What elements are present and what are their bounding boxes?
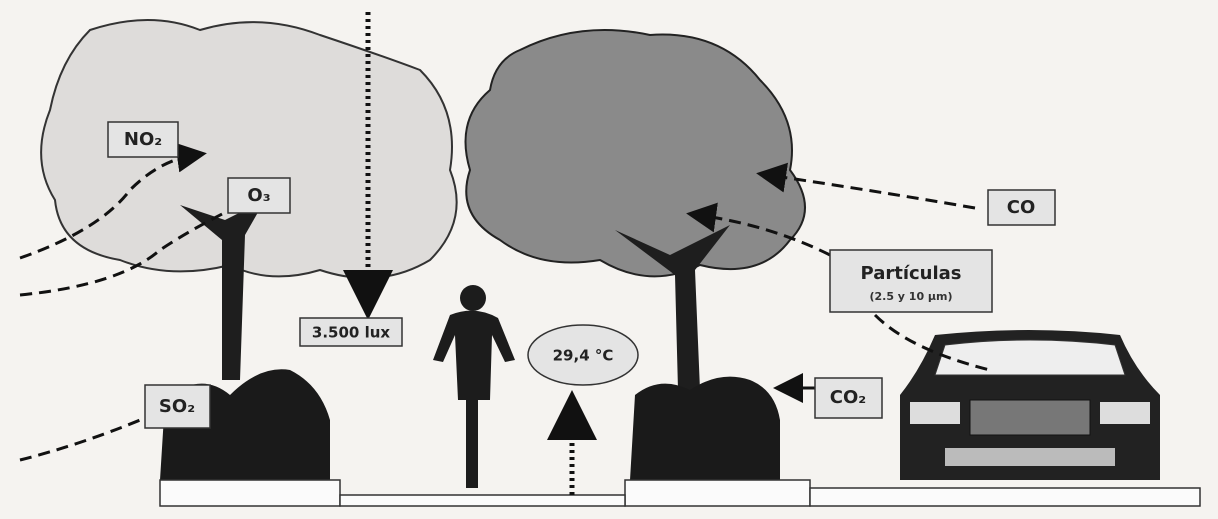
label: CO [1007, 197, 1036, 218]
label-box [107, 121, 179, 158]
tree-crown [40, 19, 458, 279]
label-box [527, 324, 639, 386]
label: Partículas [860, 263, 961, 284]
cyclist [433, 285, 515, 488]
label: SO₂ [159, 396, 195, 417]
tree-crown [464, 29, 806, 278]
tree-trunk [615, 225, 730, 390]
label: NO₂ [124, 129, 162, 150]
sublabel: (2.5 y 10 µm) [869, 290, 952, 303]
arrow [756, 162, 976, 210]
arrow [19, 142, 207, 260]
arrow [686, 202, 831, 257]
arrow [873, 313, 991, 372]
ground [159, 479, 1201, 507]
label: O₃ [247, 185, 270, 206]
arrow [19, 416, 146, 462]
label-box [829, 249, 993, 313]
label-box [299, 317, 403, 347]
label-box [227, 177, 291, 214]
car [900, 330, 1160, 480]
label: CO₂ [830, 387, 866, 408]
bush [630, 376, 780, 480]
label-box [814, 377, 883, 419]
label-box [987, 189, 1056, 226]
label: 29,4 °C [553, 347, 614, 365]
tree-trunk [180, 200, 265, 380]
arrow [19, 208, 231, 297]
label: 3.500 lux [312, 324, 390, 342]
label-box [144, 384, 211, 429]
